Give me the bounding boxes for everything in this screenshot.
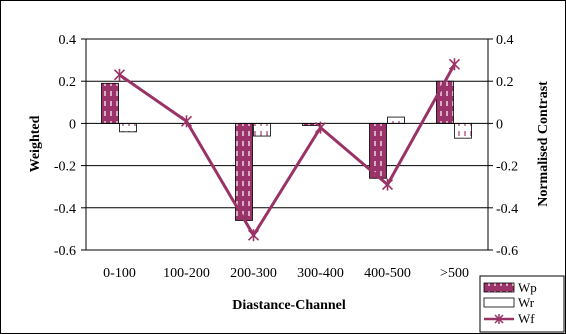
point-wf: [381, 178, 394, 191]
legend: Wp Wr Wf: [479, 275, 565, 333]
point-wf: [448, 58, 461, 71]
bars: [86, 80, 488, 221]
bar-wr: [454, 123, 472, 139]
y2-tick-label: 0.2: [496, 75, 514, 90]
y-tick-label: -0.4: [54, 202, 76, 217]
point-wf: [247, 229, 260, 242]
bar-wp: [235, 123, 253, 221]
y-tick-label: -0.2: [54, 160, 76, 175]
y-tick-label: 0.4: [59, 33, 77, 48]
x-tick-label: 0-100: [103, 266, 136, 281]
bar-wr: [253, 123, 271, 137]
point-wf: [180, 115, 193, 128]
axes: [81, 38, 493, 251]
y2-tick-label: 0: [496, 117, 503, 132]
legend-marker-wf: [494, 314, 504, 324]
y-tick-label: -0.6: [54, 244, 76, 259]
bar-wr: [119, 123, 137, 133]
y2-tick-label: -0.6: [496, 244, 518, 259]
point-wf: [113, 68, 126, 81]
bar-wp: [436, 80, 454, 124]
legend-swatch-wr: [483, 297, 515, 308]
series-line-wf: [118, 63, 456, 237]
legend-label-wr: Wr: [518, 295, 535, 310]
x-tick-label: 100-200: [163, 266, 210, 281]
y-tick-label: 0: [69, 117, 76, 132]
y2-tick-label: -0.2: [496, 160, 518, 175]
line-series: [113, 58, 461, 242]
y-tick-label: 0.2: [59, 75, 77, 90]
legend-label-wp: Wp: [518, 280, 537, 295]
y2-tick-label: -0.4: [496, 202, 518, 217]
x-tick-label: 300-400: [297, 266, 344, 281]
legend-label-wf: Wf: [518, 311, 535, 326]
y-axis-title: Weighted: [28, 115, 43, 172]
gridlines: [86, 38, 488, 251]
legend-swatch-wp: [483, 282, 515, 293]
x-tick-label: >500: [440, 266, 469, 281]
bar-wp: [101, 82, 119, 124]
x-tick-label: 200-300: [230, 266, 277, 281]
tick-labels: 0.4 0.4 0.2 0.2 0 0 -0.2 -0.2 -0.4 -0.4 -0.6 -0.6 0-…: [54, 33, 518, 281]
y2-axis-title: Normalised Contrast: [536, 81, 551, 207]
x-tick-label: 400-500: [364, 266, 411, 281]
bar-wr: [387, 116, 405, 124]
point-wf: [314, 121, 327, 134]
y2-tick-label: 0.4: [496, 33, 514, 48]
x-axis-title: Diastance-Channel: [232, 298, 346, 313]
